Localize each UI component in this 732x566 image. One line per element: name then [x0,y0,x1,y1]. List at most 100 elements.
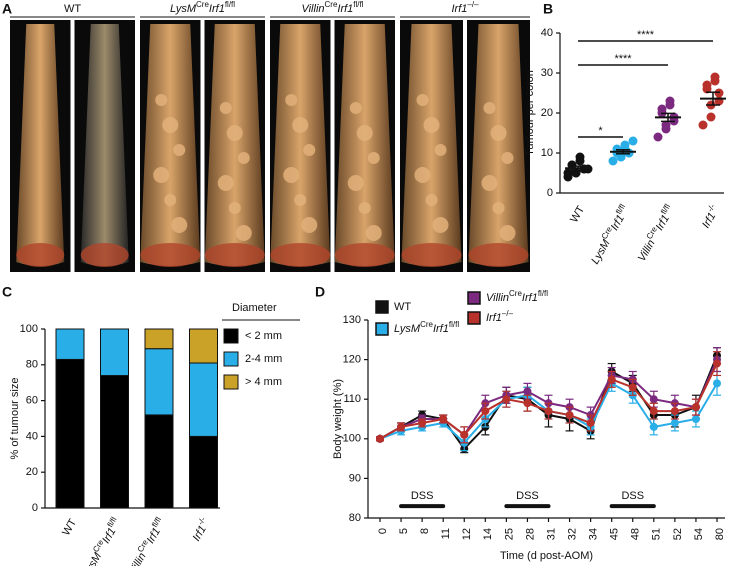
group-label: VillinCreIrf1fl/fl [301,0,363,15]
point [698,120,708,130]
point [481,407,490,416]
colon [16,24,65,266]
x-tick-label: 31 [545,528,557,540]
x-tick-label: 52 [672,528,684,540]
x-tick-label: WT [568,204,587,225]
point [670,418,679,427]
x-tick-label: VillinCreIrf1fl/fl [633,202,677,263]
x-tick-label: 32 [566,528,578,540]
colon-base [468,243,529,267]
y-tick-label: 120 [343,354,361,366]
group-label-run: fl/fl [353,0,363,9]
tumour [292,117,309,133]
legend-swatch [223,351,239,367]
y-axis-label: Body weight (%) [332,379,344,459]
panel-letter: B [543,1,553,17]
point [565,411,574,420]
x-tick-label: 48 [630,528,642,540]
legend-label: LysMCreIrf1fl/fl [394,320,459,335]
point [706,112,716,122]
legend-label-run: Cre [420,320,433,329]
x-tick-label: LysMCreIrf1fl/fl [78,515,123,566]
point [649,395,658,404]
point [649,422,658,431]
x-tick-label: 12 [461,528,473,540]
colon [140,24,201,266]
tumour [235,225,252,241]
tumour [301,217,318,233]
colon [80,24,129,266]
x-tick-label: Irf1-/- [698,202,723,230]
tumour [483,102,496,114]
y-tick-label: 100 [20,323,38,335]
point [649,407,658,416]
x-tick-label: LysMCreIrf1fl/fl [587,202,632,266]
x-axis-label: Time (d post-AOM) [500,550,593,562]
significance-label: **** [637,29,655,41]
tumour [171,217,188,233]
x-tick-label: WT [60,517,79,538]
x-tick-label: 28 [524,528,536,540]
point [653,132,663,142]
point [710,72,720,82]
point [713,359,721,368]
legend-label-run: Irf1 [522,292,538,304]
legend-label-run: Irf1 [433,323,449,335]
tumour [217,175,234,191]
point [502,395,511,404]
tumour [237,152,250,164]
y-axis-label: % of tumour size [9,378,21,460]
tumour [162,117,179,133]
tumour [283,167,300,183]
x-tick-label: 34 [588,528,600,540]
point [523,387,532,396]
tumour [164,194,177,206]
point [702,80,712,90]
y-tick-label: 0 [32,502,38,514]
legend-swatch [375,322,389,336]
legend-swatch [223,328,239,344]
group-label: Irf1–/– [451,0,479,15]
y-tick-label: 110 [343,393,361,405]
legend-swatch [467,291,481,305]
x-tick-label-run: LysM [81,550,105,566]
point [620,140,630,150]
x-tick-label: 8 [419,528,431,534]
bar-segment [144,414,174,509]
point [607,375,616,384]
bar-segment [55,358,85,509]
y-tick-label: 60 [26,395,38,407]
treatment-label: DSS [516,490,539,502]
tumour [285,94,298,106]
colon [270,24,331,266]
colon [468,24,529,266]
tumour [501,152,514,164]
colon-base [270,243,331,267]
point [439,415,448,423]
colon-base [16,243,65,267]
x-tick-label: 0 [377,528,389,534]
y-tick-label: 0 [547,187,553,199]
legend-swatch [375,300,389,314]
point [586,418,595,427]
tumour [490,125,507,141]
group-label-run: –/– [467,0,479,9]
legend-label: Irf1–/– [486,309,514,324]
colon-base [204,243,265,267]
y-tick-label: 10 [541,147,553,159]
x-tick-label: 54 [693,528,705,540]
point [563,168,573,178]
point [670,407,679,416]
tumour [303,144,316,156]
tumour [226,125,243,141]
y-tick-label: 130 [343,314,361,326]
x-tick-label: 45 [609,528,621,540]
group-label: WT [64,3,81,15]
tumour [358,202,371,214]
x-tick-label: 25 [503,528,515,540]
legend-label-run: –/– [502,309,514,318]
y-tick-label: 90 [349,472,361,484]
point [691,403,700,412]
bar-segment [100,375,129,509]
